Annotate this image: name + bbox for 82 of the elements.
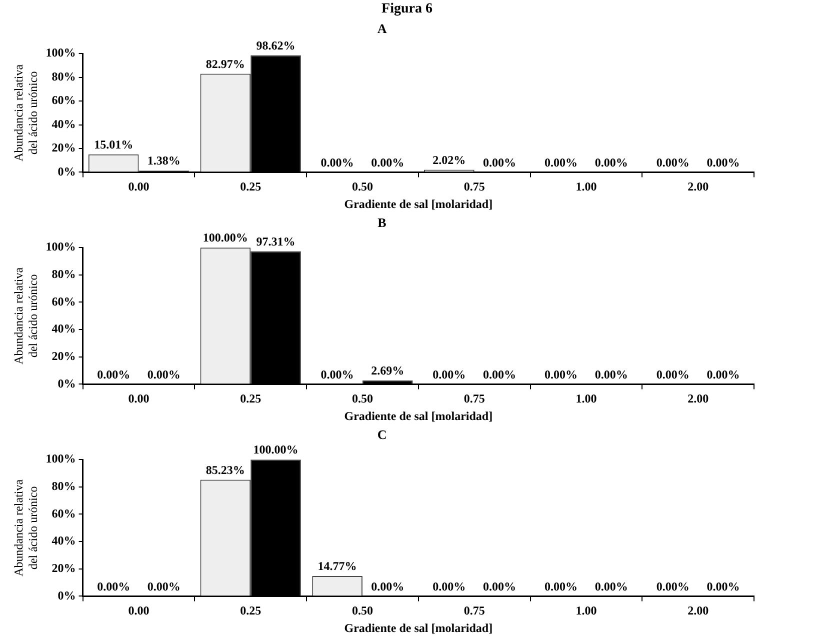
y-axis-title: Abundancia relativa del ácido urónico xyxy=(11,478,40,576)
text: 0.00% xyxy=(656,367,690,382)
text: 0.00% xyxy=(432,579,466,594)
text: 0.00% xyxy=(371,155,404,170)
chart-title: C xyxy=(377,427,387,442)
text: 0.00% xyxy=(706,579,740,594)
y-tick-label: 100% xyxy=(46,46,76,60)
y-tick-label: 40% xyxy=(52,116,76,131)
x-tick-label: 0.00 xyxy=(128,179,150,194)
text: 0.00% xyxy=(544,579,578,594)
text: 0.00% xyxy=(544,155,578,170)
text: 0.00% xyxy=(594,155,628,170)
text: 100.00% xyxy=(253,442,298,457)
text: 14.77% xyxy=(318,559,357,574)
y-tick-label: 20% xyxy=(52,560,76,575)
x-tick-label: 1.00 xyxy=(576,603,597,618)
y-tick-label: 0% xyxy=(58,588,76,602)
y-tick-label: 0% xyxy=(58,376,76,390)
text: 0.00% xyxy=(544,367,578,382)
chart-title: A xyxy=(377,21,388,36)
x-tick-label: 0.50 xyxy=(352,391,373,406)
y-tick-label: 20% xyxy=(52,140,76,155)
text: 0.00% xyxy=(483,367,516,382)
text: 0.00% xyxy=(706,367,740,382)
x-tick-label: 0.75 xyxy=(464,391,485,406)
x-tick-label: 0.75 xyxy=(464,603,485,618)
y-axis-title: Abundancia relativa del ácido urónico xyxy=(11,266,40,364)
text: 100.00% xyxy=(202,230,248,245)
text: 15.01% xyxy=(94,137,134,152)
text: 0.00% xyxy=(656,155,690,170)
text: 97.31% xyxy=(256,234,296,248)
y-tick-label: 40% xyxy=(52,322,76,336)
text: 0.00% xyxy=(371,579,404,594)
x-tick-label: 0.00 xyxy=(128,391,150,406)
y-axis-title: Abundancia relativa del ácido urónico xyxy=(11,64,40,162)
y-tick-label: 100% xyxy=(46,240,76,254)
y-tick-label: 60% xyxy=(52,506,76,520)
x-tick-label: 0.50 xyxy=(352,603,373,618)
chart-title: B xyxy=(378,215,387,230)
x-tick-label: 0.25 xyxy=(240,603,262,618)
x-tick-label: 0.50 xyxy=(352,179,373,194)
y-tick-label: 100% xyxy=(46,452,76,466)
x-axis-title: Gradiente de sal [molaridad] xyxy=(344,620,493,635)
x-tick-label: 2.00 xyxy=(688,179,709,194)
x-tick-label: 0.75 xyxy=(464,179,485,194)
text: 98.62% xyxy=(256,38,296,52)
x-axis-title: Gradiente de sal [molaridad] xyxy=(344,408,493,423)
text: 0.00% xyxy=(147,579,180,594)
text: 0.00% xyxy=(320,367,354,382)
x-tick-label: 1.00 xyxy=(576,391,597,406)
text: Figura 6 xyxy=(382,2,432,17)
x-tick-label: 0.25 xyxy=(240,179,262,194)
y-tick-label: 80% xyxy=(52,479,76,494)
x-tick-label: 2.00 xyxy=(688,603,709,618)
y-tick-label: 80% xyxy=(52,69,76,84)
y-tick-label: 0% xyxy=(58,164,76,178)
text: 2.02% xyxy=(432,152,466,167)
x-tick-label: 2.00 xyxy=(688,391,709,406)
text: 2.69% xyxy=(371,364,404,378)
x-tick-label: 0.25 xyxy=(240,391,262,406)
y-tick-label: 20% xyxy=(52,348,76,363)
text: 0.00% xyxy=(656,579,690,594)
y-tick-label: 60% xyxy=(52,294,76,308)
text: 0.00% xyxy=(594,367,628,382)
text: 0.00% xyxy=(483,155,516,170)
y-tick-label: 40% xyxy=(52,534,76,548)
text: 82.97% xyxy=(206,56,245,71)
text: 0.00% xyxy=(147,367,180,382)
y-tick-label: 60% xyxy=(52,93,76,108)
x-axis-title: Gradiente de sal [molaridad] xyxy=(344,196,493,211)
text: 0.00% xyxy=(594,579,628,594)
text: 0.00% xyxy=(706,155,740,170)
x-tick-label: 0.00 xyxy=(128,603,150,618)
text: 0.00% xyxy=(432,367,466,382)
y-tick-label: 80% xyxy=(52,267,76,282)
text: 0.00% xyxy=(97,367,130,382)
text: 0.00% xyxy=(320,155,354,170)
text: 85.23% xyxy=(206,462,245,477)
text: 0.00% xyxy=(97,579,130,594)
x-tick-label: 1.00 xyxy=(576,179,597,194)
text: 0.00% xyxy=(483,579,516,594)
text: 1.38% xyxy=(147,154,180,168)
